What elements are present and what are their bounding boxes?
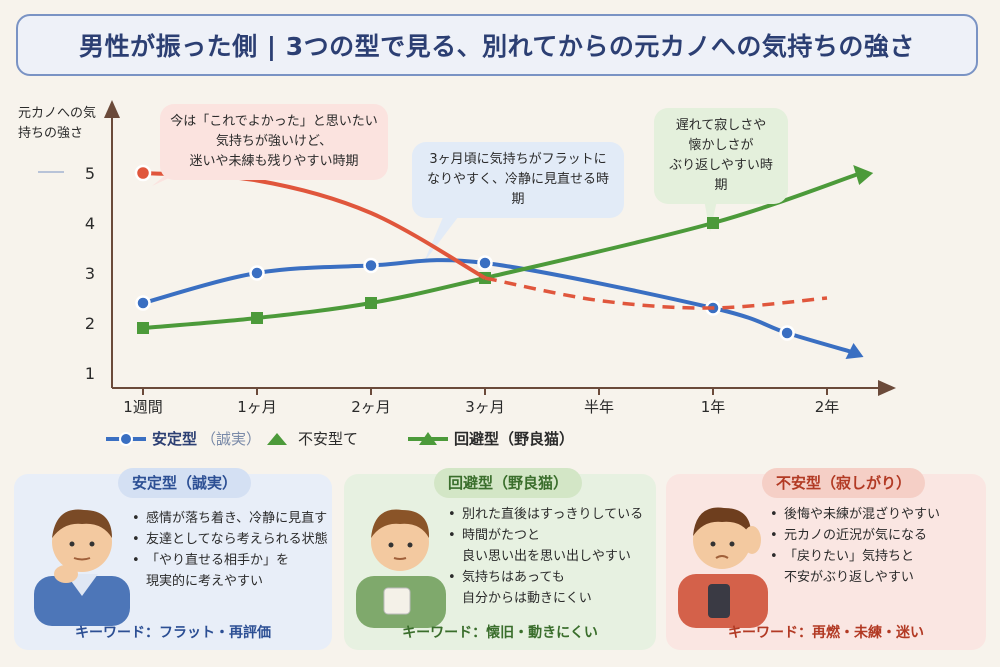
- legend-avoidant: 回避型（野良猫）: [406, 428, 574, 449]
- person-with-phone-illustration: [678, 507, 768, 628]
- x-tick-label: 1ヶ月: [237, 398, 277, 416]
- y-tick-label: 1: [85, 364, 95, 383]
- panel-stable-list: 感情が落ち着き、冷静に見直す 友達としてなら考えられる状態 「やり直せる相手か」…: [132, 508, 328, 592]
- legend-anxious: 不安型て: [260, 428, 358, 449]
- bubble-stable: 3ヶ月頃に気持ちがフラットに なりやすく、冷静に見直せる時期: [412, 142, 624, 218]
- data-point-stable: [135, 295, 151, 311]
- data-point-stable: [779, 325, 795, 341]
- bubble-avoidant: 遅れて寂しさや 懐かしさが ぶり返しやすい時期: [654, 108, 788, 204]
- list-item: 後悔や未練が混ざりやすい: [770, 504, 940, 525]
- data-point-avoidant: [251, 312, 263, 324]
- panel-avoidant-list: 別れた直後はすっきりしている 時間がたつと 良い思い出を思い出しやすい 気持ちは…: [448, 504, 643, 609]
- list-item-continuation: 現実的に考えやすい: [146, 574, 264, 589]
- list-item: 時間がたつと: [448, 525, 643, 546]
- list-item: 「戻りたい」気持ちと: [770, 546, 940, 567]
- list-item: 別れた直後はすっきりしている: [448, 504, 643, 525]
- legend-stable: 安定型 （誠実）: [104, 428, 261, 449]
- legend-avoidant-marker: [408, 431, 448, 445]
- panel-anxious-keyword: キーワード：再燃・未練・迷い: [728, 625, 924, 641]
- x-axis-arrowhead: [878, 380, 896, 396]
- panel-avoidant-title: 回避型（野良猫）: [434, 468, 583, 498]
- list-item: 「やり直せる相手か」を: [132, 550, 328, 571]
- panel-stable-title: 安定型（誠実）: [118, 468, 252, 498]
- y-axis-arrowhead: [104, 100, 120, 118]
- y-tick-label: 5: [85, 164, 95, 183]
- legend-stable-label: 安定型: [152, 430, 198, 448]
- data-point-stable: [249, 265, 265, 281]
- panel-avoidant-keyword: キーワード：懐旧・動きにくい: [402, 625, 598, 641]
- list-item: 友達としてなら考えられる状態: [132, 529, 328, 550]
- data-point-stable: [477, 255, 493, 271]
- y-tick-label: 3: [85, 264, 95, 283]
- y-tick-label: 2: [85, 314, 95, 333]
- legend-stable-marker: [106, 431, 146, 446]
- data-point-anxious: [134, 164, 152, 182]
- list-item-continuation: 良い思い出を思い出しやすい: [462, 549, 631, 564]
- panel-anxious-title: 不安型（寂しがり）: [762, 468, 926, 498]
- list-item: 元カノの近況が気になる: [770, 525, 940, 546]
- legend-anxious-label: 不安型て: [298, 430, 359, 448]
- x-tick-label: 2年: [815, 398, 840, 416]
- y-axis-label: 元カノへの気持ちの強さ: [18, 106, 97, 141]
- data-point-avoidant: [707, 217, 719, 229]
- list-item: 気持ちはあっても: [448, 567, 643, 588]
- panel-anxious: 不安型（寂しがり） 後悔や未練が混ざりやすい 元カノの近況が気になる 「戻りたい…: [666, 468, 986, 650]
- data-point-avoidant: [365, 297, 377, 309]
- x-tick-label: 半年: [584, 398, 614, 416]
- series-arrowhead-stable: [845, 343, 864, 359]
- bubble-anxious: 今は「これでよかった」と思いたい 気持ちが強いけど、 迷いや未練も残りやすい時期: [160, 104, 388, 180]
- legend-anxious-marker: [267, 432, 287, 445]
- page-title: 男性が振った側 | 3つの型で見る、別れてからの元カノへの気持ちの強さ: [79, 32, 915, 61]
- legend-stable-sub: （誠実）: [201, 430, 262, 448]
- series-arrowhead-avoidant: [853, 165, 874, 185]
- data-point-stable: [363, 257, 379, 274]
- data-point-avoidant: [137, 322, 149, 334]
- x-tick-label: 1年: [701, 398, 726, 416]
- title-box: 男性が振った側 | 3つの型で見る、別れてからの元カノへの気持ちの強さ: [16, 14, 978, 76]
- x-tick-label: 1週間: [123, 398, 163, 416]
- panel-stable: 安定型（誠実） 感情が落ち着き、冷静に見直す 友達としてなら考えられる状態 「や…: [14, 468, 332, 650]
- line-chart: 1 2 3 4 5 1週間 1ヶ月 2ヶ月 3ヶ月 半年 1年 2年: [38, 100, 896, 416]
- panel-avoidant: 回避型（野良猫） 別れた直後はすっきりしている 時間がたつと 良い思い出を思い出…: [344, 468, 656, 650]
- list-item: 感情が落ち着き、冷静に見直す: [132, 508, 328, 529]
- person-with-mug-illustration: [356, 509, 446, 628]
- person-thinking-illustration: [34, 509, 130, 626]
- x-tick-label: 3ヶ月: [465, 398, 505, 416]
- series-line-anxious-dashed: [484, 276, 828, 310]
- panel-anxious-list: 後悔や未練が混ざりやすい 元カノの近況が気になる 「戻りたい」気持ちと 不安がぶ…: [770, 504, 940, 588]
- x-tick-label: 2ヶ月: [351, 398, 391, 416]
- y-tick-label: 4: [85, 214, 95, 233]
- list-item-continuation: 自分からは動きにくい: [462, 591, 592, 606]
- legend-avoidant-label: 回避型（野良猫）: [454, 430, 575, 448]
- list-item-continuation: 不安がぶり返しやすい: [784, 570, 914, 585]
- panel-stable-keyword: キーワード：フラット・再評価: [75, 625, 271, 641]
